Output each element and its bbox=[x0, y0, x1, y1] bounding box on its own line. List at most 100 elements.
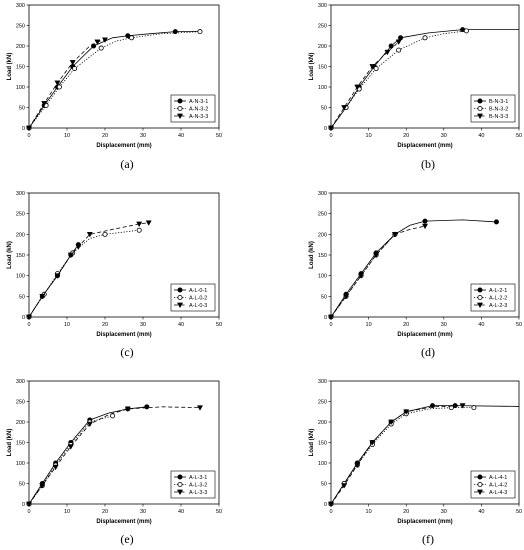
data-point bbox=[86, 232, 93, 238]
legend-label: B-N-3-3 bbox=[489, 114, 508, 120]
y-tick-label: 100 bbox=[318, 461, 327, 467]
legend-marker bbox=[176, 302, 184, 309]
x-axis-title: Displacement (mm) bbox=[397, 143, 452, 149]
x-tick-label: 20 bbox=[102, 509, 108, 515]
data-point bbox=[354, 84, 361, 91]
y-tick-label: 300 bbox=[16, 191, 25, 197]
x-tick-label: 0 bbox=[27, 133, 30, 139]
data-point bbox=[25, 314, 33, 321]
data-point bbox=[448, 405, 454, 411]
y-tick-label: 100 bbox=[16, 85, 25, 91]
x-tick-label: 20 bbox=[403, 322, 409, 328]
data-point bbox=[391, 232, 398, 238]
x-axis-title: Displacement (mm) bbox=[397, 332, 452, 338]
y-tick-label: 300 bbox=[318, 191, 327, 197]
series-line bbox=[330, 405, 463, 505]
y-tick-label: 300 bbox=[318, 3, 327, 9]
data-point bbox=[388, 43, 394, 49]
data-point bbox=[388, 419, 395, 426]
y-tick-label: 250 bbox=[16, 400, 25, 406]
y-tick-label: 150 bbox=[318, 441, 327, 447]
x-tick-label: 30 bbox=[140, 509, 146, 515]
data-point bbox=[422, 35, 428, 41]
x-tick-label: 0 bbox=[329, 322, 332, 328]
data-point bbox=[373, 252, 380, 259]
legend-marker bbox=[177, 106, 183, 112]
chart-panel: 0 10 20 30 40 50 0 50 100 150 200 250 300 Displacemen… bbox=[309, 191, 522, 359]
y-tick-label: 50 bbox=[19, 294, 25, 300]
data-point bbox=[341, 483, 348, 489]
legend-marker bbox=[476, 302, 484, 309]
y-tick-label: 100 bbox=[318, 85, 327, 91]
y-tick-label: 200 bbox=[318, 44, 327, 50]
data-point bbox=[94, 39, 101, 46]
data-point bbox=[54, 273, 61, 279]
legend: A-L-2-1 A-L-2-2A-L-2-3 bbox=[470, 283, 516, 312]
y-axis-title: Load (kN) bbox=[7, 53, 13, 81]
data-point bbox=[341, 105, 348, 111]
y-tick-label: 250 bbox=[16, 24, 25, 30]
data-point bbox=[145, 220, 152, 226]
legend-label: A-L-3-1 bbox=[189, 475, 207, 481]
legend: B-N-3-1 B-N-3-2B-N-3-3 bbox=[470, 94, 516, 123]
data-point bbox=[343, 294, 350, 300]
series-line bbox=[330, 407, 474, 505]
x-tick-label: 40 bbox=[478, 322, 484, 328]
x-tick-label: 10 bbox=[64, 509, 70, 515]
legend-marker bbox=[176, 113, 184, 120]
legend-marker bbox=[477, 481, 483, 487]
y-tick-label: 50 bbox=[321, 106, 327, 112]
legend-marker bbox=[476, 489, 484, 496]
data-point bbox=[136, 227, 142, 233]
legend-label: B-N-3-1 bbox=[489, 99, 508, 105]
data-point bbox=[56, 84, 62, 90]
legend: A-L-0-1 A-L-0-2A-L-0-3 bbox=[170, 283, 216, 312]
series-line bbox=[28, 415, 113, 505]
x-tick-label: 10 bbox=[366, 322, 372, 328]
y-tick-label: 250 bbox=[318, 24, 327, 30]
data-point bbox=[125, 33, 131, 39]
data-point bbox=[327, 501, 335, 508]
x-tick-label: 40 bbox=[178, 133, 184, 139]
y-tick-label: 200 bbox=[16, 44, 25, 50]
data-point bbox=[129, 35, 135, 41]
y-tick-label: 50 bbox=[321, 294, 327, 300]
data-point bbox=[52, 464, 59, 471]
data-point bbox=[110, 413, 116, 419]
data-point bbox=[395, 39, 402, 46]
x-axis-title: Displacement (mm) bbox=[397, 519, 452, 525]
y-axis-title: Load (kN) bbox=[309, 241, 315, 269]
data-point bbox=[98, 45, 104, 51]
panel-caption: (b) bbox=[421, 157, 435, 171]
data-point bbox=[463, 28, 469, 34]
x-tick-label: 0 bbox=[329, 509, 332, 515]
x-tick-label: 50 bbox=[516, 322, 522, 328]
legend-marker bbox=[177, 474, 183, 480]
data-point bbox=[493, 219, 499, 225]
y-axis-title: Load (kN) bbox=[7, 429, 13, 457]
y-tick-label: 250 bbox=[318, 400, 327, 406]
legend-label: A-N-3-2 bbox=[189, 107, 208, 113]
data-point bbox=[39, 294, 46, 300]
y-tick-label: 200 bbox=[318, 232, 327, 238]
chart-panel: 0 10 20 30 40 50 0 50 100 150 200 250 300 Displacemen… bbox=[309, 379, 522, 546]
legend-marker bbox=[477, 287, 483, 293]
x-tick-label: 30 bbox=[441, 509, 447, 515]
x-tick-label: 30 bbox=[140, 322, 146, 328]
legend-label: A-N-3-3 bbox=[189, 114, 208, 120]
y-tick-label: 150 bbox=[318, 65, 327, 71]
x-tick-label: 0 bbox=[329, 133, 332, 139]
y-tick-label: 0 bbox=[22, 126, 25, 132]
legend-label: A-L-2-2 bbox=[489, 296, 507, 302]
legend-label: A-L-4-3 bbox=[489, 490, 507, 496]
data-point bbox=[327, 314, 335, 321]
y-tick-label: 100 bbox=[318, 274, 327, 280]
y-tick-label: 250 bbox=[16, 212, 25, 218]
series-line bbox=[330, 41, 399, 129]
panel-caption: (c) bbox=[120, 345, 133, 359]
x-tick-label: 30 bbox=[441, 133, 447, 139]
legend-marker bbox=[477, 98, 483, 104]
data-point bbox=[41, 101, 48, 107]
legend-label: A-L-0-1 bbox=[189, 288, 207, 294]
